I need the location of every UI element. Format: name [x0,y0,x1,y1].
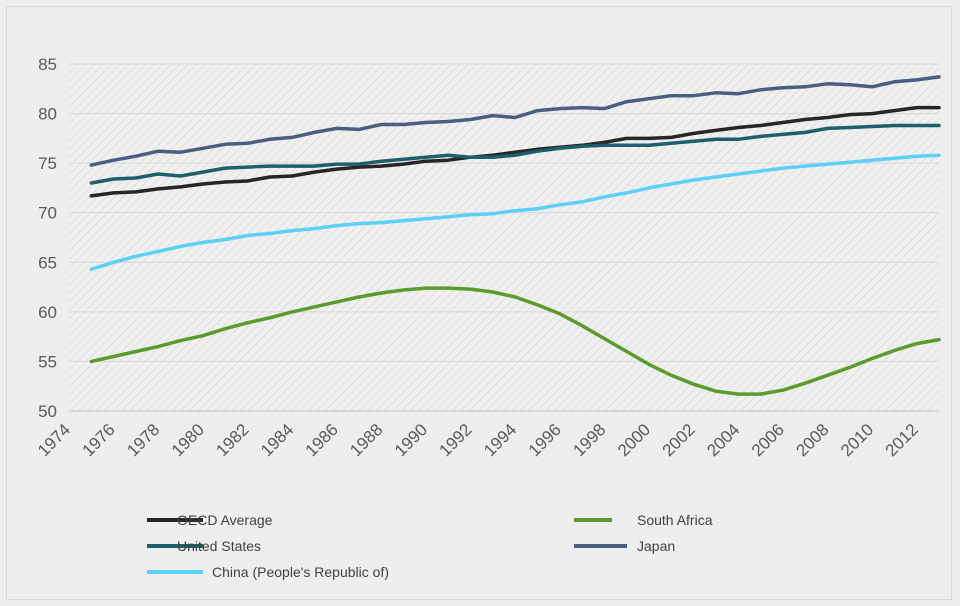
series-line [89,123,941,185]
x-tick-label: 1986 [302,420,342,460]
x-tick-label: 1980 [168,420,208,460]
x-tick-label: 1976 [79,420,119,460]
x-tick-label: 1990 [391,420,431,460]
legend-label: OECD Average [177,512,273,528]
x-axis: 1974 1976 1978 1980 1982 1984 1986 1988 1990 1992… [34,410,939,460]
chart-container: 50 55 60 65 70 75 80 85 1974 1976 1978 1980 1982 198… [6,6,952,600]
x-tick-label: 1994 [480,420,520,460]
y-tick-label: 60 [38,303,57,322]
series-line [89,153,941,271]
legend-label: United States [177,538,261,554]
y-tick-label: 50 [38,402,57,421]
x-tick-label: 2006 [748,420,788,460]
y-tick-label: 65 [38,253,57,272]
x-tick-label: 2010 [837,420,877,460]
x-tick-label: 2004 [703,420,743,460]
x-tick-label: 1988 [346,420,386,460]
y-tick-label: 85 [38,55,57,74]
y-tick-label: 75 [38,154,57,173]
x-tick-label: 1992 [436,420,476,460]
x-tick-label: 1996 [525,420,565,460]
y-tick-label: 70 [38,204,57,223]
series-lines [89,75,941,396]
x-tick-label: 1982 [212,420,252,460]
legend-label: China (People's Republic of) [212,564,389,580]
x-tick-label: 1978 [123,420,163,460]
series-line [89,105,941,198]
x-tick-label: 2002 [659,420,699,460]
x-tick-label: 2000 [614,420,654,460]
x-tick-label: 1998 [569,420,609,460]
legend-label: Japan [637,538,675,554]
legend: OECD Average South Africa United States Jap… [147,512,713,580]
legend-label: South Africa [637,512,713,528]
x-tick-label: 1984 [257,420,297,460]
y-tick-label: 55 [38,352,57,371]
series-line [89,286,941,396]
y-tick-label: 80 [38,105,57,124]
y-axis: 50 55 60 65 70 75 80 85 [38,55,57,421]
x-tick-label: 1974 [34,420,74,460]
x-tick-label: 2008 [792,420,832,460]
x-tick-label: 2012 [882,420,922,460]
series-line [89,75,941,167]
